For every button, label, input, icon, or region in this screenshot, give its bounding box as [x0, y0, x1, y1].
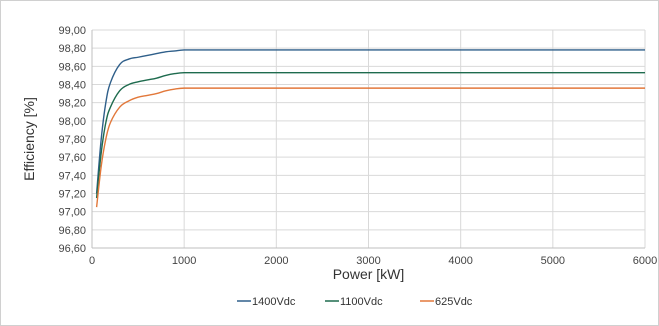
series-line-1100Vdc: [95, 71, 645, 199]
y-tick-label: 97,80: [58, 134, 86, 146]
series-line-1400Vdc: [95, 49, 645, 194]
x-tick-label: 5000: [541, 255, 565, 267]
y-tick-label: 99,00: [58, 25, 86, 37]
y-tick-label: 98,60: [58, 61, 86, 73]
x-tick-label: 2000: [264, 255, 288, 267]
y-tick-label: 98,00: [58, 116, 86, 128]
legend-label-1400Vdc: 1400Vdc: [252, 296, 296, 308]
x-tick-labels: 0 1000 2000 3000 4000 5000 6000: [89, 255, 657, 267]
y-tick-label: 98,80: [58, 43, 86, 55]
y-tick-labels: 96,60 96,80 97,00 97,20 97,40 97,60 97,80 98,00…: [58, 25, 86, 255]
y-tick-label: 96,60: [58, 243, 86, 255]
y-tick-label: 97,20: [58, 189, 86, 201]
axes: [91, 30, 645, 249]
series-line-625Vdc: [95, 87, 645, 208]
y-tick-label: 96,80: [58, 225, 86, 237]
y-tick-label: 97,40: [58, 170, 86, 182]
legend-label-625Vdc: 625Vdc: [435, 296, 473, 308]
series-lines: [95, 49, 645, 208]
y-axis-title: Efficiency [%]: [21, 97, 37, 181]
y-tick-label: 97,00: [58, 207, 86, 219]
legend-label-1100Vdc: 1100Vdc: [340, 296, 383, 308]
y-tick-label: 98,20: [58, 98, 86, 110]
x-axis-title: Power [kW]: [333, 266, 405, 282]
x-tick-label: 3000: [356, 255, 380, 267]
legend: 1400Vdc 1100Vdc 625Vdc: [237, 296, 473, 308]
x-tick-label: 1000: [172, 255, 196, 267]
x-tick-label: 6000: [633, 255, 657, 267]
y-tick-label: 98,40: [58, 80, 86, 92]
x-tick-label: 0: [89, 255, 95, 267]
x-tick-label: 4000: [448, 255, 472, 267]
y-tick-label: 97,60: [58, 152, 86, 164]
